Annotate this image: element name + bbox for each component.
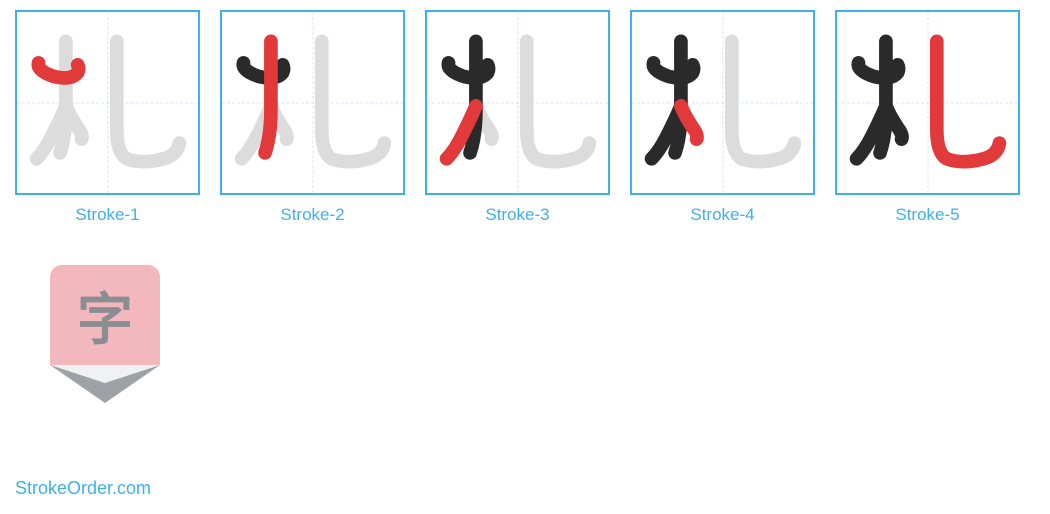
stroke-label: Stroke-1	[75, 205, 139, 225]
stroke-path	[117, 41, 180, 161]
stroke-item: Stroke-3	[425, 10, 610, 225]
stroke-label: Stroke-5	[895, 205, 959, 225]
stroke-path	[265, 41, 271, 153]
stroke-path	[937, 41, 1000, 161]
logo-pencil-tip	[50, 365, 160, 403]
site-logo: 字	[50, 265, 160, 405]
stroke-label: Stroke-3	[485, 205, 549, 225]
stroke-path	[60, 41, 66, 153]
stroke-box	[835, 10, 1020, 195]
stroke-row: Stroke-1 Stroke-2 Stroke-3 Stroke-4 Stroke-5	[15, 10, 1035, 225]
watermark-text: StrokeOrder.com	[15, 478, 151, 499]
stroke-item: Stroke-2	[220, 10, 405, 225]
stroke-box	[220, 10, 405, 195]
stroke-label: Stroke-4	[690, 205, 754, 225]
stroke-path	[470, 41, 476, 153]
character-svg	[837, 12, 1018, 193]
stroke-box	[630, 10, 815, 195]
character-svg	[17, 12, 198, 193]
stroke-box	[15, 10, 200, 195]
stroke-path	[322, 41, 385, 161]
stroke-path	[732, 41, 795, 161]
character-svg	[427, 12, 608, 193]
logo-char: 字	[77, 275, 133, 356]
stroke-item: Stroke-4	[630, 10, 815, 225]
stroke-path	[38, 63, 78, 78]
stroke-box	[425, 10, 610, 195]
character-svg	[632, 12, 813, 193]
logo-body: 字	[50, 265, 160, 365]
stroke-path	[675, 41, 681, 153]
character-svg	[222, 12, 403, 193]
stroke-item: Stroke-5	[835, 10, 1020, 225]
stroke-path	[880, 41, 886, 153]
stroke-item: Stroke-1	[15, 10, 200, 225]
stroke-label: Stroke-2	[280, 205, 344, 225]
stroke-path	[527, 41, 590, 161]
